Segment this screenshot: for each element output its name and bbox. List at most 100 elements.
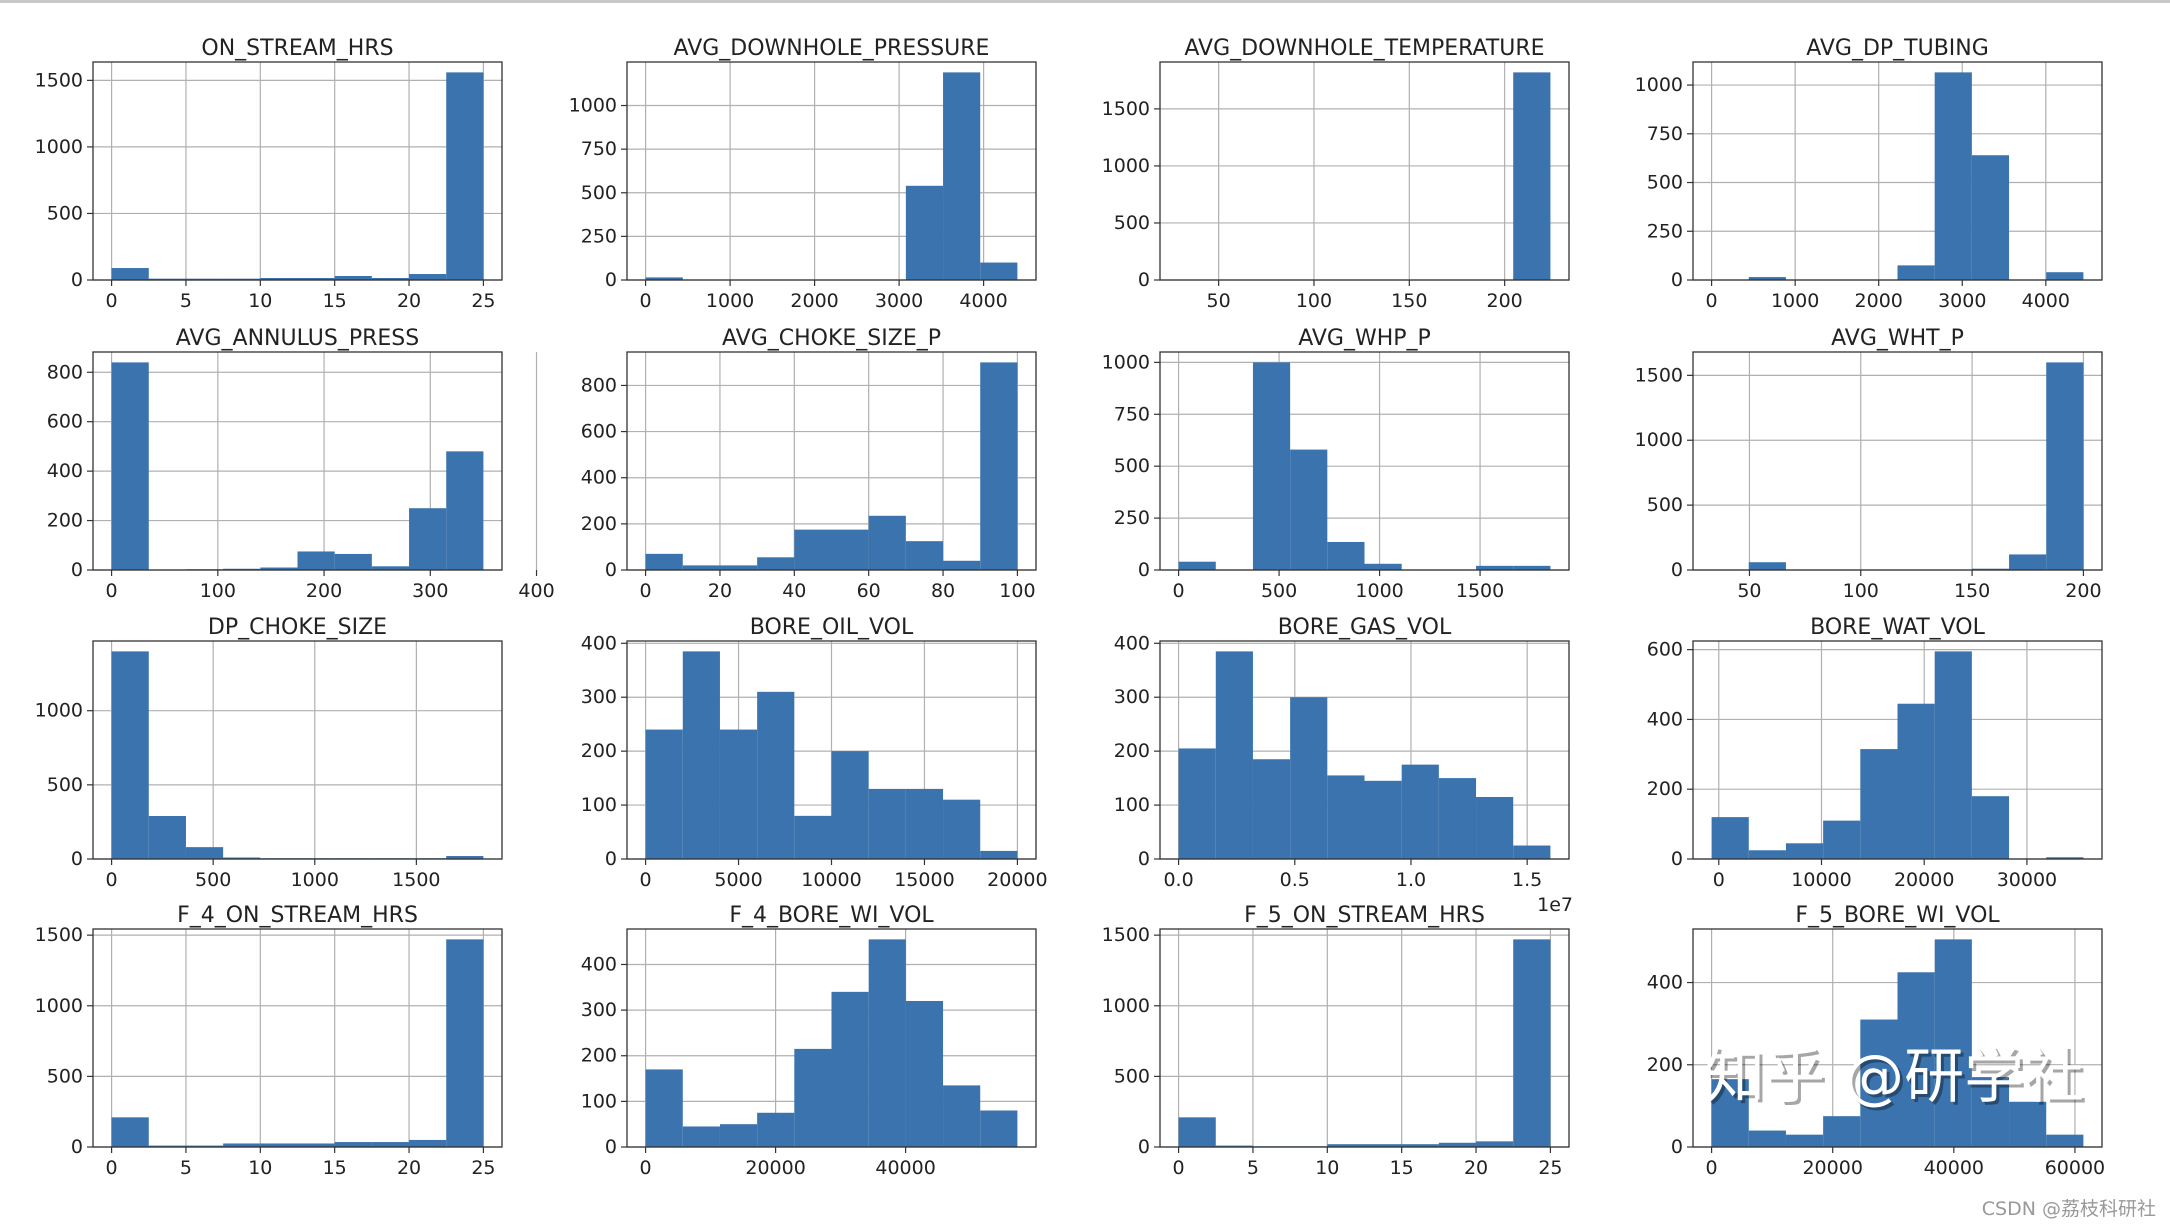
y-tick-label: 1000 xyxy=(35,136,83,158)
x-tick-label: 40000 xyxy=(875,1157,935,1179)
x-tick-label: 5000 xyxy=(714,869,762,891)
y-tick-label: 750 xyxy=(1114,403,1150,425)
histogram-bar xyxy=(148,815,186,859)
axes-frame xyxy=(626,351,1037,571)
y-tick-label: 1000 xyxy=(35,700,83,722)
x-tick-label: 20 xyxy=(1464,1157,1488,1179)
histogram-bar xyxy=(1215,1145,1253,1147)
x-tick-label: 0 xyxy=(1173,580,1185,602)
histogram-avg-whp-p: 0 500 1000 1500 0 250 500 750 1000 AVG_WHP_P xyxy=(1102,326,1570,602)
y-tick-label: 1500 xyxy=(35,924,83,946)
y-tick-label: 1500 xyxy=(35,69,83,91)
histogram-bar xyxy=(260,278,298,280)
histogram-bar xyxy=(260,567,298,570)
x-tick-label: 20000 xyxy=(745,1157,805,1179)
y-tick-label: 0 xyxy=(1671,559,1683,581)
x-tick-label: 100 xyxy=(999,580,1035,602)
y-tick-label: 0 xyxy=(1138,1136,1150,1158)
y-tick-label: 600 xyxy=(581,421,617,443)
histogram-bar xyxy=(1178,748,1216,859)
histogram-bar xyxy=(223,1143,261,1147)
histogram-bar xyxy=(1823,1116,1861,1147)
x-tick-label: 3000 xyxy=(1938,290,1986,312)
y-tick-label: 250 xyxy=(1114,507,1150,529)
histogram-bar xyxy=(1178,1117,1216,1147)
histogram-bar xyxy=(185,278,224,280)
x-tick-label: 80 xyxy=(931,580,955,602)
x-tick-label: 0 xyxy=(1706,290,1718,312)
histogram-avg-annulus-press: 0 100 200 300 400 0 200 400 600 800 AVG_ANNULUS_PR… xyxy=(47,326,555,602)
y-tick-label: 500 xyxy=(1114,455,1150,477)
y-tick-label: 200 xyxy=(581,1045,617,1067)
histogram-bar xyxy=(1934,72,1972,280)
histogram-bar xyxy=(409,508,447,570)
y-tick-label: 100 xyxy=(581,1090,617,1112)
y-tick-label: 200 xyxy=(47,510,83,532)
x-tick-label: 0 xyxy=(106,580,118,602)
y-tick-label: 400 xyxy=(1114,632,1150,654)
histogram-bar xyxy=(1971,155,2010,280)
histogram-bar xyxy=(223,278,261,280)
x-tick-label: 20000 xyxy=(1894,869,1954,891)
histogram-avg-downhole-temperature: 50 100 150 200 0 500 1000 1500 AVG_DOWNHOLE_TEMP… xyxy=(1102,36,1570,312)
histogram-bar xyxy=(409,274,447,280)
x-tick-label: 100 xyxy=(1296,290,1332,312)
histogram-bar xyxy=(943,1085,981,1147)
axes-frame xyxy=(92,928,503,1148)
y-tick-label: 1000 xyxy=(1102,995,1150,1017)
y-tick-label: 600 xyxy=(47,411,83,433)
axes-frame xyxy=(92,61,503,281)
x-tick-label: 500 xyxy=(1261,580,1297,602)
histogram-bar xyxy=(2009,554,2047,570)
x-tick-label: 200 xyxy=(1487,290,1523,312)
histogram-bar xyxy=(1897,972,1935,1147)
y-tick-label: 0 xyxy=(1671,1136,1683,1158)
y-tick-label: 1000 xyxy=(569,95,617,117)
y-tick-label: 1000 xyxy=(1102,351,1150,373)
histogram-bar xyxy=(1290,449,1328,570)
axes-frame xyxy=(626,61,1037,281)
histogram-bar xyxy=(1290,697,1328,859)
histogram-bar xyxy=(905,1000,944,1147)
histogram-bar xyxy=(1711,817,1749,859)
histogram-bar xyxy=(185,1145,224,1147)
histogram-bar xyxy=(446,939,484,1147)
histogram-bar xyxy=(1327,541,1365,570)
histogram-bar xyxy=(645,277,683,280)
histogram-bar xyxy=(682,651,720,859)
x-tick-label: 2000 xyxy=(790,290,838,312)
chart-title: AVG_DP_TUBING xyxy=(1806,36,1989,61)
histogram-bar xyxy=(2009,1101,2047,1147)
y-tick-label: 400 xyxy=(581,632,617,654)
x-tick-label: 1500 xyxy=(1456,580,1504,602)
x-tick-label: 0.0 xyxy=(1163,869,1193,891)
x-tick-label: 15 xyxy=(323,1157,347,1179)
y-tick-label: 1000 xyxy=(35,995,83,1017)
y-tick-label: 400 xyxy=(581,467,617,489)
y-tick-label: 500 xyxy=(47,1065,83,1087)
histogram-bar xyxy=(1785,1134,1824,1147)
histogram-bar xyxy=(148,278,186,280)
histogram-bar xyxy=(1364,780,1402,859)
histogram-bar xyxy=(371,566,410,570)
chart-title: F_4_BORE_WI_VOL xyxy=(729,903,934,928)
y-tick-label: 300 xyxy=(1114,686,1150,708)
y-tick-label: 0 xyxy=(71,1136,83,1158)
histogram-bar xyxy=(111,362,149,570)
histogram-bar xyxy=(1785,843,1824,859)
histogram-f-4-on-stream-hrs: 0 5 10 15 20 25 0 500 1000 1500 F_4_ON_STREAM_HRS xyxy=(35,903,503,1179)
histogram-bar xyxy=(260,1143,298,1147)
x-tick-label: 500 xyxy=(195,869,231,891)
axes-frame xyxy=(1159,640,1570,860)
histogram-bar xyxy=(334,1142,372,1147)
x-tick-label: 400 xyxy=(518,580,554,602)
chart-title: AVG_DOWNHOLE_PRESSURE xyxy=(674,36,990,61)
x-tick-label: 30000 xyxy=(1997,869,2057,891)
axes-frame xyxy=(1159,928,1570,1148)
histogram-bar xyxy=(1513,72,1551,280)
histogram-bar xyxy=(1971,796,2010,859)
histogram-bar xyxy=(446,856,484,859)
axes-frame xyxy=(1692,351,2103,571)
histogram-bar xyxy=(1327,1144,1365,1147)
x-tick-label: 20000 xyxy=(987,869,1047,891)
